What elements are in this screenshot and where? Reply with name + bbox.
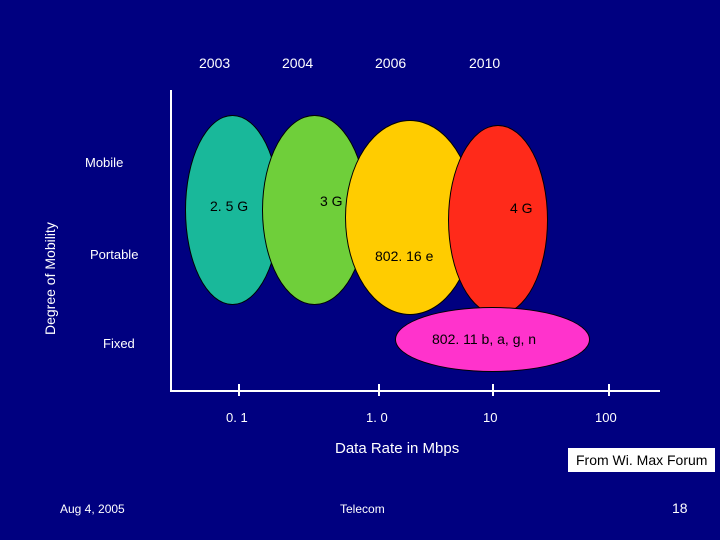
year-2010: 2010 [469, 55, 500, 71]
y-level-mobile: Mobile [85, 155, 123, 170]
label-3g: 3 G [320, 193, 343, 209]
y-axis-title: Degree of Mobility [42, 222, 58, 335]
footer-center: Telecom [340, 502, 385, 516]
y-level-portable: Portable [90, 247, 138, 262]
xtick-mark-4 [608, 384, 610, 396]
year-2006: 2006 [375, 55, 406, 71]
label-wimax: 802. 16 e [375, 248, 433, 264]
y-level-fixed: Fixed [103, 336, 135, 351]
xtick-2: 1. 0 [366, 410, 388, 425]
label-4g: 4 G [510, 200, 533, 216]
xtick-mark-2 [378, 384, 380, 396]
label-2-5g: 2. 5 G [210, 198, 248, 214]
x-axis-title: Data Rate in Mbps [335, 440, 459, 457]
xtick-mark-3 [492, 384, 494, 396]
xtick-1: 0. 1 [226, 410, 248, 425]
xtick-4: 100 [595, 410, 617, 425]
footer-page: 18 [672, 500, 688, 516]
xtick-mark-1 [238, 384, 240, 396]
source-label: From Wi. Max Forum [568, 448, 715, 472]
ellipse-4g [448, 125, 548, 315]
label-wifi: 802. 11 b, a, g, n [432, 331, 536, 347]
footer-date: Aug 4, 2005 [60, 502, 125, 516]
y-axis-line [170, 90, 172, 390]
xtick-3: 10 [483, 410, 497, 425]
year-2004: 2004 [282, 55, 313, 71]
x-axis-line [170, 390, 660, 392]
year-2003: 2003 [199, 55, 230, 71]
